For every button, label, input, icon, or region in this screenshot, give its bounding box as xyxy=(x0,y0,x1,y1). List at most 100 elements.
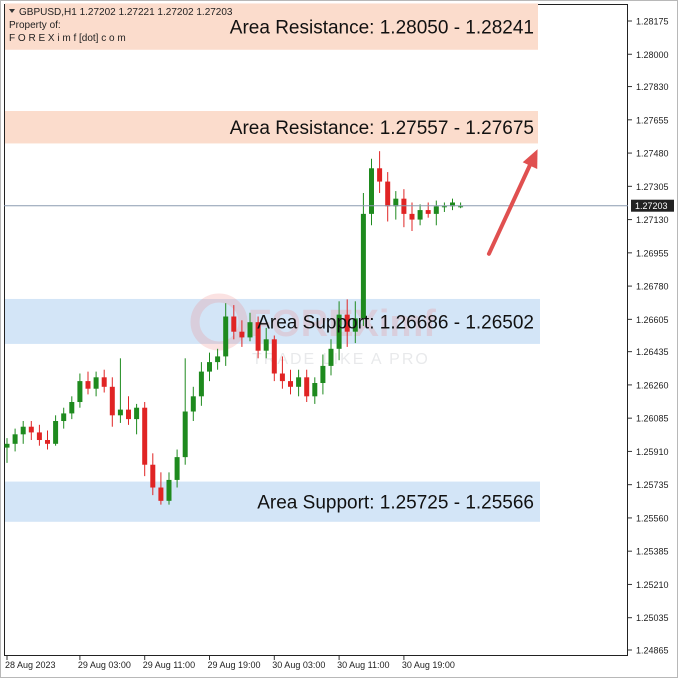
candle xyxy=(417,204,423,226)
candle-body xyxy=(433,206,439,214)
x-tick-label: 30 Aug 19:00 xyxy=(402,660,455,670)
x-tick-label: 29 Aug 11:00 xyxy=(143,660,195,670)
x-tick-label: 30 Aug 03:00 xyxy=(272,660,325,670)
candle xyxy=(369,158,374,226)
candle xyxy=(312,377,318,404)
candle xyxy=(425,202,431,218)
candle xyxy=(360,192,366,326)
candle-body xyxy=(142,407,148,465)
resistance-zone-2 xyxy=(5,111,538,144)
candle xyxy=(239,320,245,347)
candle-body xyxy=(198,371,204,397)
candle xyxy=(20,421,26,444)
time-axis: 28 Aug 2023 29 Aug 03:00 29 Aug 11:00 29 Au… xyxy=(5,656,455,670)
candle xyxy=(288,369,293,395)
candle xyxy=(215,348,221,370)
candle xyxy=(296,369,302,397)
candle xyxy=(85,371,91,395)
zones-layer xyxy=(5,3,540,522)
candle-body xyxy=(263,339,269,351)
trend-arrow xyxy=(486,149,538,256)
candle xyxy=(150,453,156,496)
candle-body xyxy=(441,206,447,208)
x-tick-label: 28 Aug 2023 xyxy=(5,660,56,670)
price-axis: 1.28175 1.28000 1.27830 1.27655 1.27480 1.273… xyxy=(628,17,674,656)
candle-body xyxy=(231,316,237,332)
candle-body xyxy=(344,314,350,332)
candle-body xyxy=(417,210,423,220)
candle xyxy=(441,202,447,212)
candle-body xyxy=(93,377,99,389)
candle xyxy=(174,449,180,488)
watermark-brand: FOREXimf xyxy=(248,303,436,345)
candle xyxy=(77,373,83,408)
candle xyxy=(263,327,269,359)
y-tick-label: 1.25035 xyxy=(636,613,669,623)
y-tick-label: 1.26780 xyxy=(636,282,669,292)
candle-body xyxy=(247,322,253,338)
chart-header: GBPUSD,H1 1.27202 1.27221 1.27202 1.2720… xyxy=(9,7,233,44)
candle xyxy=(182,358,188,465)
candle-body xyxy=(296,377,302,387)
candle xyxy=(109,377,115,427)
candle xyxy=(207,352,212,382)
x-tick-label: 29 Aug 03:00 xyxy=(78,660,131,670)
current-price-label: 1.27203 xyxy=(635,201,668,211)
candle-body xyxy=(369,168,374,214)
zone-labels-layer: Area Resistance: 1.28050 - 1.28241 Area R… xyxy=(230,18,534,514)
watermark-logo-icon xyxy=(190,293,248,351)
candle xyxy=(190,386,196,422)
candle xyxy=(385,172,391,222)
watermark-tagline: TRADE LIKE A PRO xyxy=(252,351,430,368)
candle xyxy=(352,301,358,344)
candle-body xyxy=(61,413,67,422)
candle xyxy=(377,151,383,193)
candle xyxy=(198,362,204,406)
candle xyxy=(69,396,75,420)
owner-label: F O R E X i m f [dot] c o m xyxy=(9,33,126,44)
candle-body xyxy=(377,168,383,182)
candle-body xyxy=(190,396,196,412)
candle xyxy=(223,303,229,366)
candle xyxy=(53,415,59,446)
candle xyxy=(450,198,455,211)
candle-body xyxy=(182,411,188,458)
candle xyxy=(117,358,123,423)
candle-body xyxy=(20,426,26,435)
current-price-badge xyxy=(631,199,674,212)
candle xyxy=(12,428,18,452)
candle xyxy=(126,396,131,425)
candle-body xyxy=(336,314,342,349)
y-tick-label: 1.26955 xyxy=(636,248,669,258)
candle xyxy=(279,356,285,389)
watermark: FOREXimf TRADE LIKE A PRO xyxy=(190,293,436,368)
resistance-zone-1 xyxy=(5,3,538,50)
candle-body xyxy=(393,198,399,207)
candle-body xyxy=(69,402,75,414)
candle-body xyxy=(223,316,229,357)
candle xyxy=(255,316,261,359)
arrow-shaft xyxy=(486,155,536,256)
candle-body xyxy=(158,487,164,501)
candle-body xyxy=(134,407,140,420)
candle-body xyxy=(215,356,221,363)
candle xyxy=(158,472,164,505)
support-zone-4 xyxy=(5,481,540,522)
candle-body xyxy=(279,373,285,382)
candle-body xyxy=(409,213,415,220)
candle xyxy=(101,369,107,393)
candle-body xyxy=(385,181,391,207)
y-tick-label: 1.27305 xyxy=(636,182,669,192)
candle xyxy=(28,421,34,441)
support-zone-label-4: Area Support: 1.25725 - 1.25566 xyxy=(257,493,534,514)
y-tick-label: 1.28000 xyxy=(636,50,669,60)
candle-body xyxy=(77,381,83,403)
candle-body xyxy=(425,210,431,214)
candle xyxy=(328,339,334,376)
candle xyxy=(433,200,439,226)
candle xyxy=(36,424,42,446)
candle xyxy=(166,472,172,505)
candle-body xyxy=(255,322,261,351)
candle-body xyxy=(166,479,172,501)
